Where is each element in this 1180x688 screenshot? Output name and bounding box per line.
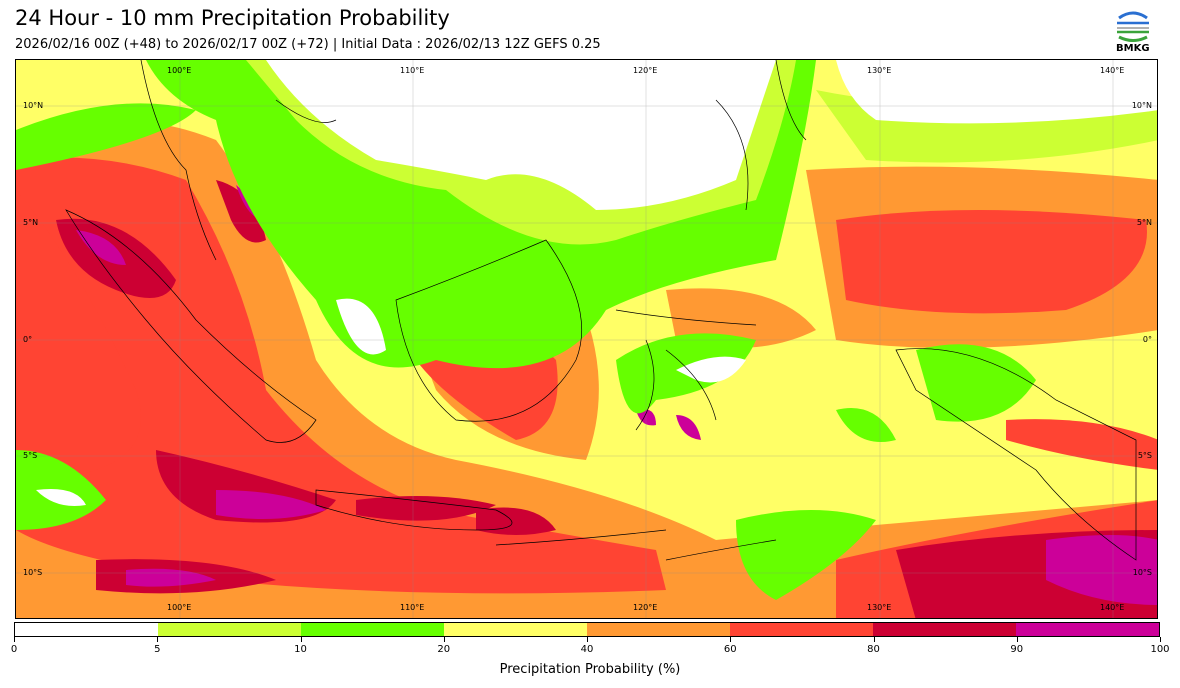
colorbar-tick-label: 10 — [294, 644, 307, 655]
colorbar-tick-label: 100 — [1150, 644, 1170, 655]
colorbar-segment — [301, 623, 444, 636]
lat-label-left: 10°S — [23, 568, 43, 577]
colorbar-tick-label: 5 — [154, 644, 161, 655]
colorbar-tick — [730, 637, 732, 642]
lon-label-bottom: 120°E — [633, 603, 658, 612]
lat-label-right: 10°S — [1132, 568, 1152, 577]
lat-label-left: 5°N — [23, 218, 39, 227]
page-subtitle: 2026/02/16 00Z (+48) to 2026/02/17 00Z (… — [15, 37, 601, 52]
colorbar-tick — [14, 637, 15, 642]
lon-label-bottom: 110°E — [400, 603, 425, 612]
colorbar-tick — [157, 637, 159, 642]
colorbar-segment — [587, 623, 730, 636]
colorbar — [14, 622, 1160, 637]
colorbar-segment — [158, 623, 301, 636]
colorbar-tick — [1160, 637, 1161, 642]
lon-label-top: 140°E — [1100, 66, 1125, 75]
lon-label-bottom: 100°E — [167, 603, 192, 612]
colorbar-label: Precipitation Probability (%) — [499, 662, 681, 677]
colorbar-tick — [300, 637, 302, 642]
lat-label-right: 10°N — [1131, 101, 1152, 110]
colorbar-segment — [15, 623, 158, 636]
lat-label-right: 5°N — [1136, 218, 1152, 227]
logo-text: BMKG — [1116, 43, 1150, 54]
lat-label-left: 0° — [23, 335, 33, 344]
colorbar-segment — [730, 623, 873, 636]
bmkg-logo-icon — [1117, 10, 1149, 42]
lon-label-top: 120°E — [633, 66, 658, 75]
lon-label-top: 110°E — [400, 66, 425, 75]
precipitation-map: 100°E 110°E 120°E 130°E 140°E 100°E 110°… — [15, 59, 1158, 619]
lon-label-bottom: 130°E — [867, 603, 892, 612]
probability-field — [16, 60, 1157, 618]
colorbar-tick-label: 20 — [437, 644, 451, 655]
colorbar-tick — [587, 637, 588, 642]
lat-label-left: 5°S — [23, 451, 38, 460]
colorbar-tick-label: 0 — [10, 644, 18, 655]
page-title: 24 Hour - 10 mm Precipitation Probabilit… — [15, 6, 450, 30]
colorbar-tick — [443, 637, 445, 642]
lat-label-left: 10°N — [23, 101, 44, 110]
lat-label-right: 5°S — [1137, 451, 1152, 460]
lon-label-top: 130°E — [867, 66, 892, 75]
colorbar-segment — [873, 623, 1016, 636]
colorbar-tick-label: 60 — [723, 644, 737, 655]
coastlines — [65, 60, 1137, 561]
colorbar-segment — [444, 623, 587, 636]
lat-label-right: 0° — [1142, 335, 1152, 344]
colorbar-tick — [1016, 637, 1018, 642]
colorbar-tick-label: 80 — [867, 644, 880, 655]
lon-label-bottom: 140°E — [1100, 603, 1125, 612]
colorbar-tick — [873, 637, 875, 642]
colorbar-tick-label: 90 — [1010, 644, 1024, 655]
colorbar-segment — [1016, 623, 1159, 636]
colorbar-tick-label: 40 — [580, 644, 594, 655]
lon-label-top: 100°E — [167, 66, 192, 75]
